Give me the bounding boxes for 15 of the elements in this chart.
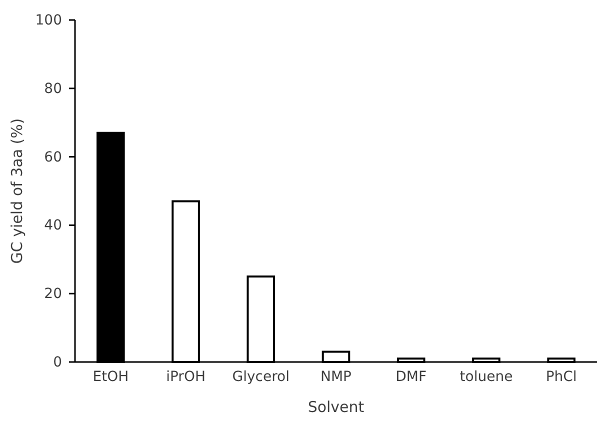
- y-tick-label: 80: [44, 80, 62, 97]
- y-tick-label: 100: [35, 12, 62, 28]
- x-tick-label: Glycerol: [232, 369, 290, 385]
- y-tick-label: 20: [44, 286, 62, 302]
- x-tick-label: EtOH: [92, 369, 129, 385]
- x-tick-label: DMF: [396, 369, 427, 385]
- y-axis-title: GC yield of 3aa (%): [8, 118, 26, 264]
- y-tick-label: 40: [44, 218, 62, 234]
- x-axis-title: Solvent: [308, 398, 364, 416]
- y-tick-label: 60: [44, 149, 62, 166]
- x-tick-label: iPrOH: [166, 369, 206, 385]
- x-tick-label: toluene: [460, 369, 513, 385]
- x-tick-label: PhCl: [546, 369, 577, 385]
- x-tick-label: NMP: [320, 369, 352, 385]
- y-tick-label: 0: [53, 354, 62, 370]
